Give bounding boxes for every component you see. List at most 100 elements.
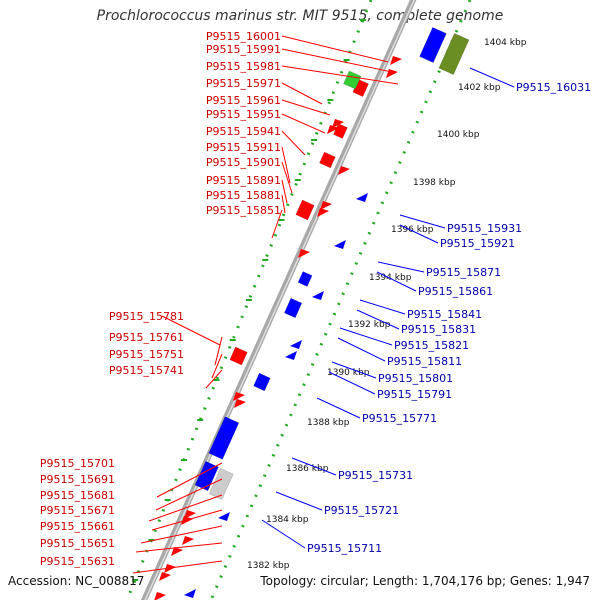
label-connector: [281, 99, 331, 116]
rna-gene: [343, 70, 362, 90]
forward-gene-arrow: [327, 125, 339, 134]
forward-gene-arrow: [320, 201, 332, 210]
gene-label-reverse: P9515_15931: [447, 222, 522, 235]
label-connector: [156, 462, 223, 498]
forward-gene-arrow: [171, 547, 183, 556]
label-connector: [339, 327, 393, 346]
forward-gene-arrow: [298, 249, 310, 258]
gene-label-forward: P9515_15781: [109, 310, 184, 323]
label-connector: [281, 179, 288, 204]
genome-summary: Topology: circular; Length: 1,704,176 bp…: [260, 574, 590, 588]
label-connector: [399, 224, 439, 244]
label-connector: [148, 494, 223, 522]
gene-label-forward: P9515_15911: [206, 141, 281, 154]
gene-label-forward: P9515_15691: [40, 473, 115, 486]
gene-label-forward: P9515_15701: [40, 457, 115, 470]
reverse-gene-arrow: [218, 512, 230, 521]
label-connector: [281, 65, 399, 85]
reverse-gene-arrow: [312, 291, 324, 300]
forward-gene: [333, 123, 348, 139]
label-connector: [281, 130, 306, 156]
genome-axis: [140, 0, 417, 600]
gene-label-reverse: P9515_15801: [378, 372, 453, 385]
label-connector: [214, 336, 223, 366]
scale-label: 1402 kbp: [458, 83, 501, 93]
reverse-gene-arrow: [356, 193, 368, 202]
gene-label-reverse: P9515_16031: [516, 81, 591, 94]
gene-label-forward: P9515_15951: [206, 108, 281, 121]
gene-label-forward: P9515_16001: [206, 30, 281, 43]
accession-label: Accession: NC_008817: [8, 574, 145, 588]
reverse-gene-arrow: [184, 589, 196, 598]
label-connector: [291, 457, 337, 476]
label-connector: [281, 82, 323, 105]
gene-label-forward: P9515_15651: [40, 537, 115, 550]
scale-label: 1396 kbp: [391, 225, 434, 235]
label-connector: [281, 161, 293, 194]
reverse-gene: [253, 372, 271, 392]
gene-label-reverse: P9515_15771: [362, 412, 437, 425]
forward-gene-arrow: [182, 536, 194, 545]
gene-label-reverse: P9515_15821: [394, 339, 469, 352]
gene-label-reverse: P9515_15841: [407, 308, 482, 321]
label-connector: [399, 214, 446, 229]
forward-gene-arrow: [338, 166, 350, 175]
scale-label: 1398 kbp: [413, 178, 456, 188]
gene-label-forward: P9515_15941: [206, 125, 281, 138]
label-connector: [337, 337, 386, 362]
reverse-gene: [194, 460, 219, 492]
gene-label-reverse: P9515_15791: [377, 388, 452, 401]
olive-gene: [438, 33, 470, 75]
label-connector: [331, 361, 377, 379]
gene-label-forward: P9515_15981: [206, 60, 281, 73]
scale-label: 1386 kbp: [286, 464, 329, 474]
label-connector: [281, 35, 389, 63]
label-connector: [140, 525, 223, 544]
label-connector: [281, 194, 286, 214]
reverse-gene-arrow: [334, 240, 346, 249]
scale-label: 1388 kbp: [307, 418, 350, 428]
gene-label-reverse: P9515_15831: [401, 323, 476, 336]
label-connector: [132, 560, 223, 574]
gene-label-forward: P9515_15901: [206, 156, 281, 169]
gene-label-forward: P9515_15741: [109, 364, 184, 377]
gene-label-forward: P9515_15851: [206, 204, 281, 217]
gene-label-reverse: P9515_15861: [418, 285, 493, 298]
reverse-gene-arrow: [290, 340, 302, 349]
label-connector: [281, 146, 291, 184]
forward-gene-arrow: [390, 56, 402, 65]
forward-gene: [295, 199, 315, 221]
label-connector: [469, 67, 515, 88]
label-connector: [135, 542, 223, 553]
label-connector: [211, 353, 223, 379]
gene-label-reverse: P9515_15921: [440, 237, 515, 250]
forward-gene-arrow: [233, 392, 245, 401]
gene-label-forward: P9515_15881: [206, 189, 281, 202]
scale-label: 1382 kbp: [247, 561, 290, 571]
reverse-gene: [284, 297, 303, 319]
forward-gene-arrow: [386, 69, 398, 78]
gene-label-forward: P9515_15971: [206, 77, 281, 90]
label-connector: [161, 315, 221, 346]
label-connector: [205, 369, 223, 389]
gene-label-reverse: P9515_15711: [307, 542, 382, 555]
scale-label: 1404 kbp: [484, 38, 527, 48]
forward-gene-arrow: [234, 399, 246, 408]
forward-gene-arrow: [317, 208, 329, 217]
label-connector: [155, 478, 223, 511]
label-connector: [271, 209, 283, 239]
gene-label-forward: P9515_15661: [40, 520, 115, 533]
label-connector: [281, 113, 326, 134]
label-connector: [328, 371, 376, 395]
scale-label: 1400 kbp: [437, 130, 480, 140]
gene-label-forward: P9515_15681: [40, 489, 115, 502]
gene-label-forward: P9515_15631: [40, 555, 115, 568]
gene-label-reverse: P9515_15721: [324, 504, 399, 517]
label-connector: [376, 271, 417, 292]
forward-gene: [319, 151, 336, 169]
scale-label: 1392 kbp: [348, 320, 391, 330]
label-connector: [377, 261, 425, 273]
scale-label: 1390 kbp: [327, 368, 370, 378]
label-connector: [261, 519, 306, 549]
